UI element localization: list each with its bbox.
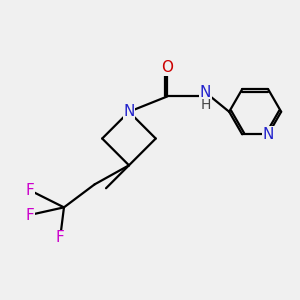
Text: F: F	[25, 208, 34, 223]
Text: H: H	[200, 98, 211, 112]
Text: N: N	[200, 85, 211, 100]
Text: N: N	[262, 127, 274, 142]
Text: F: F	[25, 183, 34, 198]
Text: N: N	[123, 104, 135, 119]
Text: F: F	[56, 230, 64, 245]
Text: O: O	[161, 60, 173, 75]
